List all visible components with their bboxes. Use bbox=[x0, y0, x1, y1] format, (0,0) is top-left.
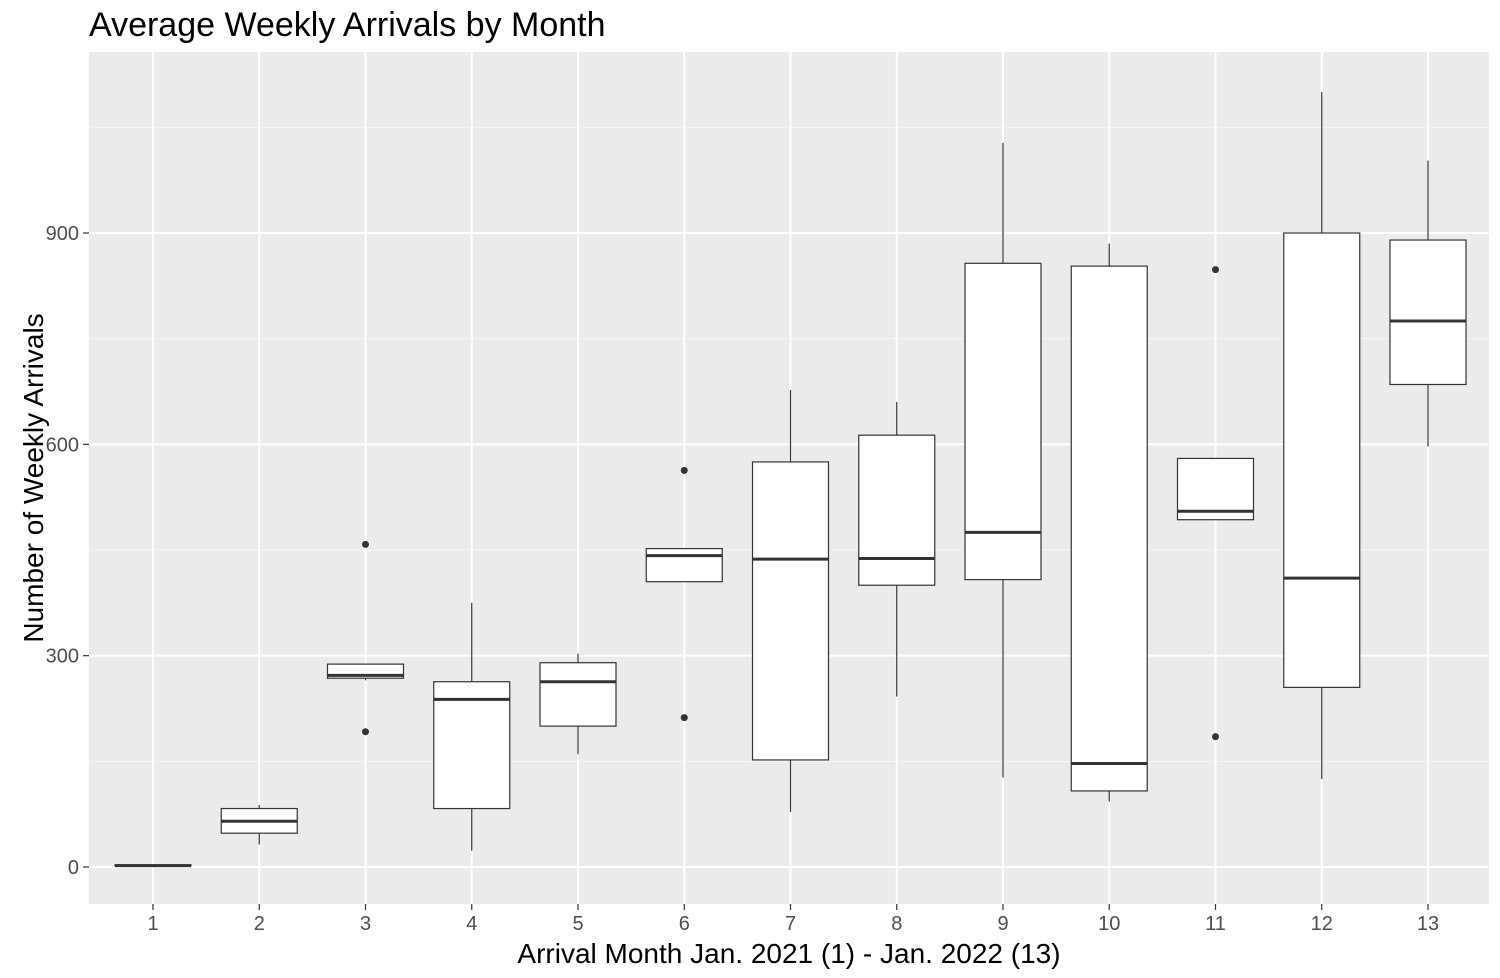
outlier-point bbox=[680, 466, 688, 474]
x-tick-label: 9 bbox=[997, 913, 1008, 935]
x-axis-title: Arrival Month Jan. 2021 (1) - Jan. 2022 … bbox=[517, 938, 1060, 969]
box-2 bbox=[220, 805, 298, 845]
x-tick-label: 3 bbox=[360, 913, 371, 935]
box-body bbox=[1070, 265, 1148, 792]
box-6 bbox=[645, 466, 723, 722]
box-body bbox=[539, 662, 617, 727]
x-tick-label: 4 bbox=[466, 913, 477, 935]
x-tick-label: 11 bbox=[1205, 913, 1226, 935]
chart-title: Average Weekly Arrivals by Month bbox=[89, 6, 606, 44]
outlier-point bbox=[1212, 266, 1219, 274]
box-3 bbox=[326, 540, 405, 736]
box-body bbox=[1176, 457, 1255, 521]
x-tick-label: 12 bbox=[1311, 913, 1333, 935]
x-tick-label: 10 bbox=[1098, 913, 1120, 935]
box-4 bbox=[433, 602, 511, 851]
box-8 bbox=[858, 402, 936, 697]
box-body bbox=[1389, 239, 1467, 386]
x-tick-label: 2 bbox=[254, 913, 265, 935]
box-13 bbox=[1389, 160, 1467, 447]
x-tick-label: 5 bbox=[572, 913, 583, 935]
x-tick-label: 6 bbox=[679, 913, 690, 935]
box-series bbox=[114, 92, 1467, 868]
x-tick-label: 1 bbox=[147, 913, 158, 935]
y-tick-label: 900 bbox=[46, 223, 79, 245]
box-9 bbox=[964, 142, 1042, 778]
outlier-point bbox=[362, 540, 369, 548]
box-5 bbox=[539, 653, 617, 755]
y-tick-label: 300 bbox=[46, 646, 79, 668]
box-body bbox=[645, 547, 723, 583]
y-tick-label: 600 bbox=[46, 434, 79, 456]
x-tick-label: 7 bbox=[785, 913, 796, 935]
box-body bbox=[964, 262, 1042, 581]
outlier-point bbox=[362, 728, 369, 736]
x-tick-label: 8 bbox=[891, 913, 902, 935]
y-axis-title: Number of Weekly Arrivals bbox=[18, 313, 49, 642]
y-tick-label: 0 bbox=[68, 857, 79, 879]
x-tick-label: 13 bbox=[1417, 913, 1439, 935]
box-body bbox=[1283, 232, 1361, 688]
outlier-point bbox=[680, 714, 688, 722]
box-7 bbox=[751, 390, 830, 813]
box-12 bbox=[1283, 92, 1361, 779]
box-body bbox=[858, 434, 936, 586]
box-11 bbox=[1176, 266, 1255, 741]
box-body bbox=[751, 461, 830, 761]
outlier-point bbox=[1212, 733, 1219, 741]
box-10 bbox=[1070, 243, 1148, 802]
box-body bbox=[433, 681, 511, 810]
box-1 bbox=[114, 864, 192, 868]
